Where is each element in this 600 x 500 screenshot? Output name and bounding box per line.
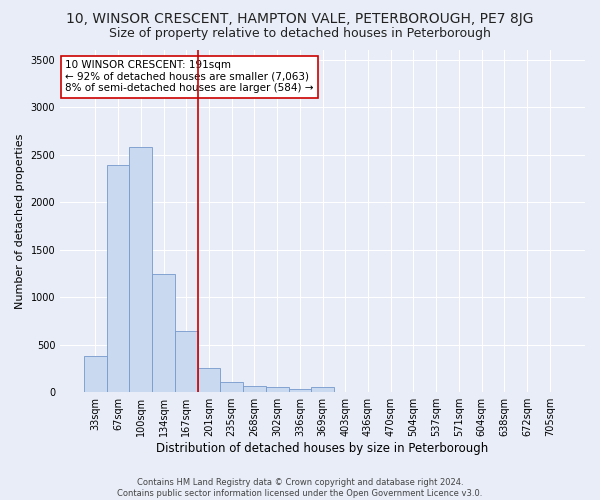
Text: Size of property relative to detached houses in Peterborough: Size of property relative to detached ho… bbox=[109, 28, 491, 40]
X-axis label: Distribution of detached houses by size in Peterborough: Distribution of detached houses by size … bbox=[157, 442, 489, 455]
Text: 10 WINSOR CRESCENT: 191sqm
← 92% of detached houses are smaller (7,063)
8% of se: 10 WINSOR CRESCENT: 191sqm ← 92% of deta… bbox=[65, 60, 314, 94]
Text: 10, WINSOR CRESCENT, HAMPTON VALE, PETERBOROUGH, PE7 8JG: 10, WINSOR CRESCENT, HAMPTON VALE, PETER… bbox=[66, 12, 534, 26]
Bar bbox=[311, 387, 334, 392]
Bar bbox=[289, 389, 311, 392]
Bar bbox=[266, 386, 289, 392]
Bar bbox=[84, 356, 107, 392]
Bar bbox=[175, 332, 197, 392]
Y-axis label: Number of detached properties: Number of detached properties bbox=[15, 134, 25, 309]
Bar bbox=[107, 165, 130, 392]
Bar bbox=[197, 368, 220, 392]
Bar bbox=[152, 274, 175, 392]
Bar bbox=[130, 147, 152, 392]
Bar bbox=[243, 386, 266, 392]
Text: Contains HM Land Registry data © Crown copyright and database right 2024.
Contai: Contains HM Land Registry data © Crown c… bbox=[118, 478, 482, 498]
Bar bbox=[220, 382, 243, 392]
